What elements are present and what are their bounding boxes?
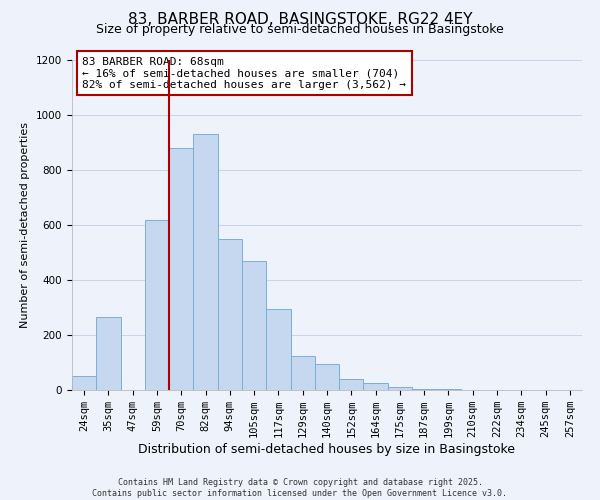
Bar: [72, 376, 96, 390]
Bar: [242, 261, 266, 390]
Bar: [266, 309, 290, 390]
Bar: [339, 379, 364, 390]
Bar: [315, 364, 339, 390]
Bar: [290, 356, 315, 390]
Bar: [388, 386, 412, 390]
Bar: [364, 383, 388, 390]
Bar: [436, 388, 461, 390]
Y-axis label: Number of semi-detached properties: Number of semi-detached properties: [20, 122, 31, 328]
Bar: [218, 239, 242, 390]
Text: Size of property relative to semi-detached houses in Basingstoke: Size of property relative to semi-detach…: [96, 22, 504, 36]
Bar: [96, 317, 121, 390]
Text: Contains HM Land Registry data © Crown copyright and database right 2025.
Contai: Contains HM Land Registry data © Crown c…: [92, 478, 508, 498]
Text: 83, BARBER ROAD, BASINGSTOKE, RG22 4EY: 83, BARBER ROAD, BASINGSTOKE, RG22 4EY: [128, 12, 472, 28]
Bar: [145, 220, 169, 390]
Bar: [193, 134, 218, 390]
Text: 83 BARBER ROAD: 68sqm
← 16% of semi-detached houses are smaller (704)
82% of sem: 83 BARBER ROAD: 68sqm ← 16% of semi-deta…: [82, 56, 406, 90]
Bar: [412, 388, 436, 390]
Bar: [169, 148, 193, 390]
X-axis label: Distribution of semi-detached houses by size in Basingstoke: Distribution of semi-detached houses by …: [139, 443, 515, 456]
